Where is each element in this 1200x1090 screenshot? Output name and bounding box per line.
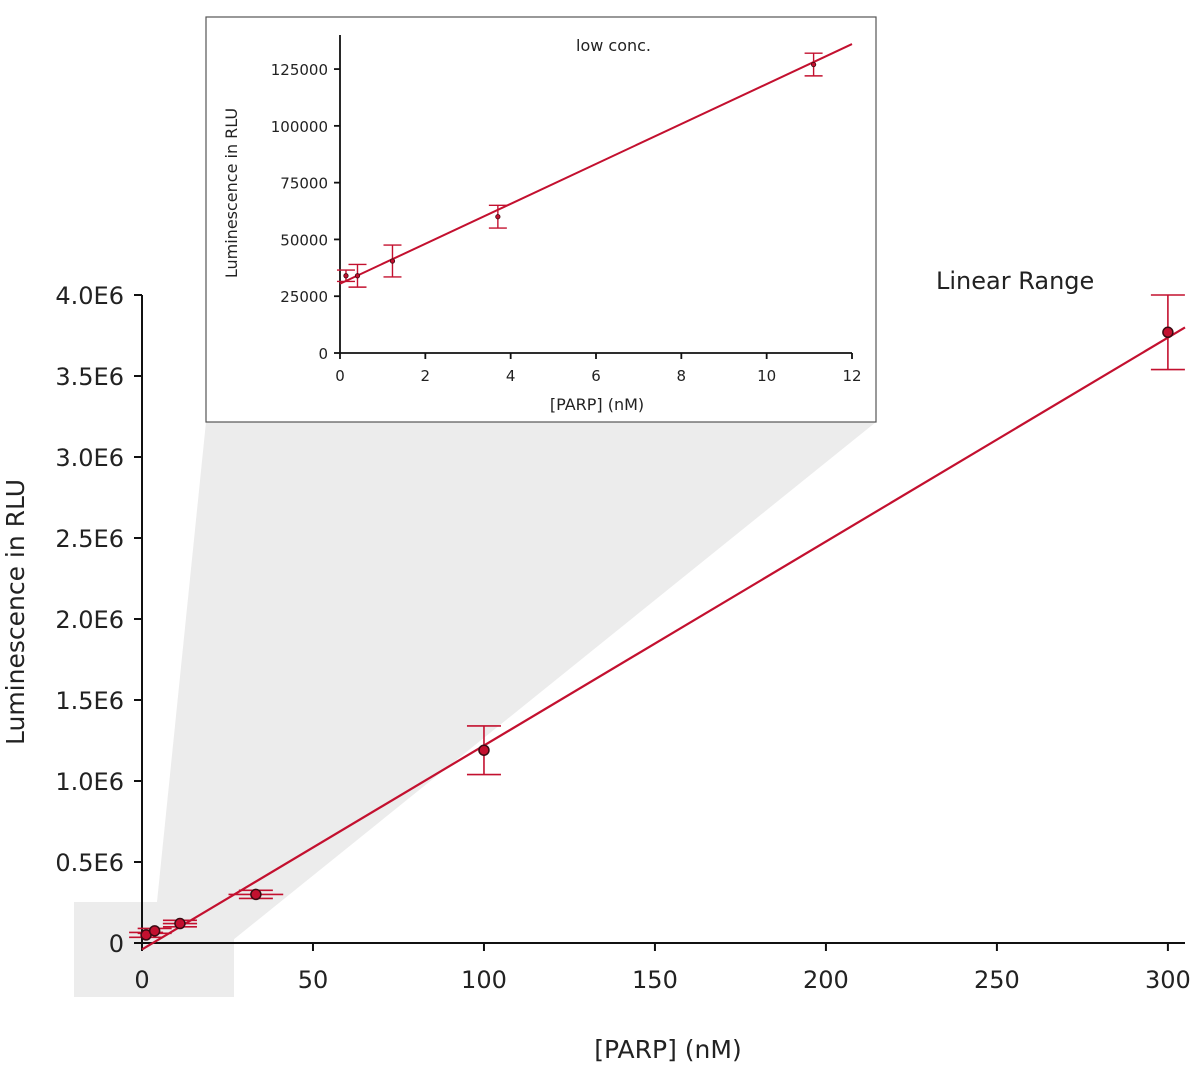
main-y-tick-label: 0 (109, 930, 124, 958)
main-y-tick-label: 3.5E6 (55, 363, 124, 391)
main-x-tick-label: 250 (974, 966, 1020, 994)
main-plot: 0 50 100 150 200 250 300 00.5E61.0E61.5E62.0E6… (1, 267, 1191, 1064)
inset-x-tick-label: 2 (421, 367, 431, 385)
main-x-ticks: 0 50 100 150 200 250 300 (134, 943, 1191, 994)
main-x-tick-label: 0 (134, 966, 149, 994)
main-data-point (148, 925, 161, 937)
inset-y-tick-label: 25000 (280, 288, 328, 306)
inset-data-point (354, 273, 361, 279)
main-x-axis-label: [PARP] (nM) (594, 1035, 741, 1064)
inset-data-point (343, 273, 349, 279)
main-y-tick-label: 3.0E6 (55, 444, 124, 472)
inset-plot: 0 2 4 6 8 10 12 0 25000 50000 75000 100000 125000 [… (205, 16, 877, 423)
inset-y-tick-label: 125000 (271, 61, 328, 79)
inset-y-tick-label: 100000 (271, 118, 328, 136)
inset-x-ticks: 0 2 4 6 8 10 12 (335, 353, 862, 385)
inset-data-point (389, 258, 396, 264)
main-y-tick-label: 0.5E6 (55, 849, 124, 877)
inset-annotation: low conc. (576, 36, 651, 55)
main-data-point (1162, 326, 1174, 339)
main-y-axis-label: Luminescence in RLU (1, 479, 30, 745)
inset-y-tick-label: 50000 (280, 231, 328, 249)
inset-x-tick-label: 6 (591, 367, 601, 385)
inset-fit-line (339, 43, 853, 285)
main-x-tick-label: 200 (803, 966, 849, 994)
main-annotation: Linear Range (936, 267, 1094, 295)
main-x-tick-label: 300 (1145, 966, 1191, 994)
inset-points (343, 61, 817, 279)
inset-data-point (495, 214, 501, 220)
main-x-tick-label: 100 (461, 966, 507, 994)
inset-y-axis-label: Luminescence in RLU (222, 108, 241, 278)
inset-y-ticks: 0 25000 50000 75000 100000 125000 (271, 61, 340, 363)
main-data-point (478, 744, 490, 756)
inset-data-point (810, 61, 817, 68)
main-y-tick-label: 1.5E6 (55, 687, 124, 715)
main-y-tick-label: 4.0E6 (55, 282, 124, 310)
main-y-tick-label: 2.5E6 (55, 525, 124, 553)
zoom-wedge (157, 422, 876, 940)
inset-x-tick-label: 0 (335, 367, 345, 385)
inset-y-tick-label: 75000 (280, 175, 328, 193)
main-data-point (250, 888, 262, 901)
main-y-tick-label: 1.0E6 (55, 768, 124, 796)
main-y-ticks: 0 0.5E6 1.0E6 1.5E6 2.0E6 2.5E6 3.0E6 3.5E6 4.0E… (55, 282, 142, 958)
inset-x-axis-label: [PARP] (nM) (550, 395, 644, 414)
inset-x-tick-label: 10 (757, 367, 776, 385)
main-fit-line (141, 326, 1186, 951)
main-data-point (174, 917, 186, 930)
inset-x-tick-label: 12 (842, 367, 861, 385)
inset-y-tick-label: 0 (318, 345, 328, 363)
main-y-tick-label: 2.0E6 (55, 606, 124, 634)
main-x-tick-label: 150 (632, 966, 678, 994)
inset-x-tick-label: 4 (506, 367, 516, 385)
main-x-tick-label: 50 (298, 966, 329, 994)
main-points (140, 326, 1174, 941)
inset-x-tick-label: 8 (677, 367, 687, 385)
